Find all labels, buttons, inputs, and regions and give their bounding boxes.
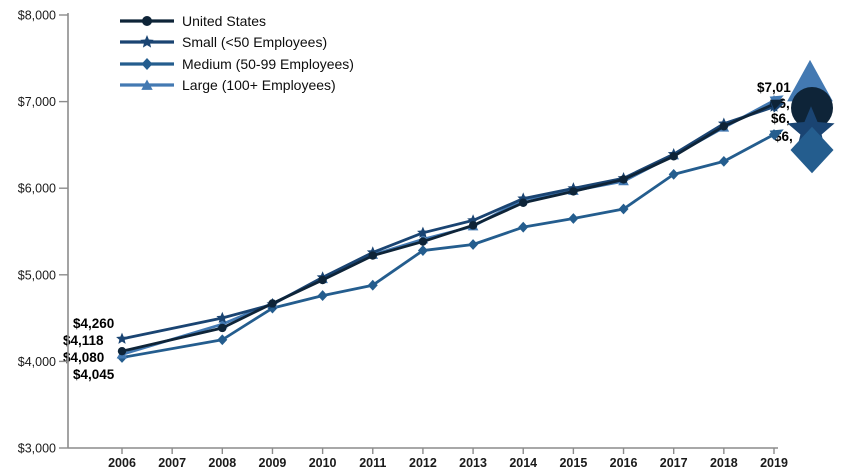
- legend-item-large: Large (100+ Employees): [119, 75, 354, 97]
- legend-item-small: Small (<50 Employees): [119, 32, 354, 54]
- start-label-united-states: $4,118: [63, 333, 104, 348]
- end-label-medium: $6,: [774, 129, 793, 144]
- legend-label: United States: [182, 12, 267, 29]
- start-label-large: $4,080: [63, 350, 105, 365]
- star-marker-icon: [120, 35, 174, 48]
- triangle-marker-icon: [120, 79, 174, 91]
- legend-item-united-states: United States: [119, 10, 354, 32]
- end-label-large: $7,01: [757, 80, 791, 95]
- legend: United States Small (<50 Employees) Medi…: [119, 10, 354, 96]
- legend-label: Large (100+ Employees): [182, 77, 336, 94]
- start-label-small: $4,260: [73, 316, 115, 331]
- end-label-small: $6,: [771, 111, 790, 126]
- legend-item-medium: Medium (50-99 Employees): [119, 53, 354, 75]
- end-label-united-states: $6,: [771, 96, 790, 111]
- legend-label: Medium (50-99 Employees): [182, 55, 354, 72]
- legend-label: Small (<50 Employees): [182, 34, 328, 51]
- circle-marker-icon: [120, 15, 174, 26]
- start-label-medium: $4,045: [73, 367, 115, 382]
- diamond-marker-icon: [120, 57, 174, 70]
